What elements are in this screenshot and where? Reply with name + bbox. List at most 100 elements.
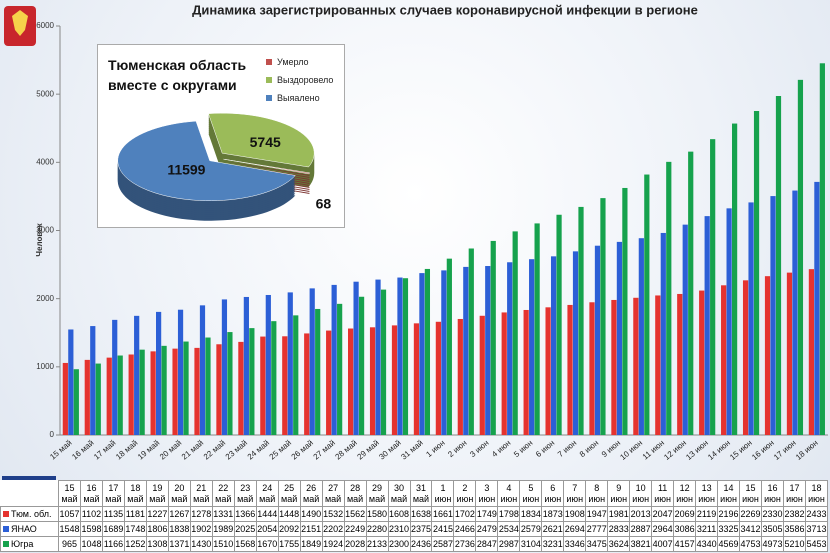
x-tick-label: 12 июн xyxy=(662,438,688,462)
bar xyxy=(742,280,749,435)
x-tick-label: 17 июн xyxy=(772,438,798,462)
bar xyxy=(348,328,354,435)
legend-label: Тюм. обл. xyxy=(11,508,52,519)
bar xyxy=(249,328,255,435)
table-cell: 2887 xyxy=(629,521,653,537)
table-cell: 1908 xyxy=(563,506,587,522)
pie-value-label: 5745 xyxy=(250,134,281,150)
bar xyxy=(507,262,513,435)
table-header-cell: 19 май xyxy=(145,480,169,507)
table-header-cell: 23 май xyxy=(233,480,257,507)
table-cell: 2847 xyxy=(475,536,499,552)
table-cell: 1989 xyxy=(211,521,235,537)
x-tick-label: 19 май xyxy=(136,438,161,461)
legend-swatch xyxy=(3,510,9,517)
bar xyxy=(688,151,694,435)
x-tick-label: 18 июн xyxy=(794,438,820,462)
table-cell: 2028 xyxy=(343,536,367,552)
bar xyxy=(391,325,398,435)
table-cell: 2330 xyxy=(761,506,784,522)
table-cell: 1102 xyxy=(79,506,103,522)
x-tick-label: 10 июн xyxy=(618,438,644,462)
table-header-cell: 25 май xyxy=(277,480,301,507)
table-header-cell: 16 май xyxy=(79,480,103,507)
table-row-label: Тюм. обл. xyxy=(0,506,59,522)
legend-label: Умерло xyxy=(277,57,309,67)
bar xyxy=(529,259,535,435)
table-cell: 2436 xyxy=(409,536,433,552)
table-cell: 4973 xyxy=(761,536,784,552)
legend-label: Выяалено xyxy=(277,93,320,103)
bar xyxy=(479,315,485,435)
x-tick-label: 13 июн xyxy=(684,438,710,462)
table-cell: 2202 xyxy=(321,521,345,537)
bar xyxy=(578,206,584,435)
x-tick-label: 8 июн xyxy=(578,438,600,459)
table-header-cell: 13 июн xyxy=(695,480,719,507)
table-cell: 3104 xyxy=(519,536,543,552)
x-tick-label: 23 май xyxy=(224,438,249,461)
table-header-cell: 11 июн xyxy=(651,480,675,507)
table-cell: 1166 xyxy=(101,536,125,552)
table-cell: 1430 xyxy=(189,536,213,552)
bar xyxy=(221,299,228,435)
bar xyxy=(644,174,650,436)
table-cell: 1798 xyxy=(497,506,521,522)
bar xyxy=(84,359,90,435)
bar xyxy=(567,304,573,435)
bar xyxy=(775,96,782,435)
bar xyxy=(732,123,738,435)
bar xyxy=(331,284,337,435)
bar xyxy=(161,345,167,435)
bar xyxy=(797,79,804,435)
bar xyxy=(95,363,101,435)
bar xyxy=(271,321,277,435)
table-cell: 2151 xyxy=(299,521,323,537)
table-header-cell: 16 июн xyxy=(761,480,784,507)
bar xyxy=(309,288,315,435)
table-cell: 2587 xyxy=(431,536,455,552)
bar xyxy=(413,323,420,435)
x-tick-label: 4 июн xyxy=(490,438,512,459)
table-cell: 2466 xyxy=(453,521,477,537)
bar xyxy=(786,272,793,435)
table-cell: 1568 xyxy=(233,536,257,552)
bar xyxy=(512,231,518,435)
table-header-cell: 15 июн xyxy=(739,480,762,507)
table-header-cell: 4 июн xyxy=(497,480,521,507)
table-cell: 2433 xyxy=(804,506,829,522)
table-cell: 1532 xyxy=(321,506,345,522)
bar xyxy=(419,273,425,435)
bar xyxy=(156,311,162,435)
pie-value-label: 11599 xyxy=(167,161,205,177)
table-cell: 1924 xyxy=(321,536,345,552)
pie-slice xyxy=(117,120,296,201)
table-cell: 2777 xyxy=(585,521,609,537)
table-cell: 2054 xyxy=(255,521,279,537)
data-table: 15 май 16 май 17 май 18 май 19 май 20 май 21 м… xyxy=(0,480,829,552)
bar xyxy=(490,240,496,435)
x-tick-label: 14 июн xyxy=(706,438,732,462)
x-tick-label: 3 июн xyxy=(468,438,490,459)
bar xyxy=(770,196,776,435)
table-header-cell: 12 июн xyxy=(673,480,697,507)
table-cell: 2987 xyxy=(497,536,521,552)
table-cell: 2047 xyxy=(651,506,675,522)
table-header-cell: 8 июн xyxy=(585,480,609,507)
bar xyxy=(457,318,463,435)
legend-item: Выздоровело xyxy=(266,71,333,89)
table-cell: 1252 xyxy=(123,536,147,552)
pie-value-label: 68 xyxy=(316,196,332,212)
table-cell: 2415 xyxy=(431,521,455,537)
table-row-label: ЯНАО xyxy=(0,521,59,537)
pie-chart: 5745 68 11599 xyxy=(117,112,332,221)
bar xyxy=(764,276,771,435)
bar xyxy=(814,181,820,435)
bar xyxy=(600,198,606,435)
bar xyxy=(545,307,551,435)
table-cell: 1048 xyxy=(79,536,103,552)
x-tick-label: 29 май xyxy=(355,438,380,461)
table-cell: 1308 xyxy=(145,536,169,552)
bar xyxy=(523,309,529,435)
